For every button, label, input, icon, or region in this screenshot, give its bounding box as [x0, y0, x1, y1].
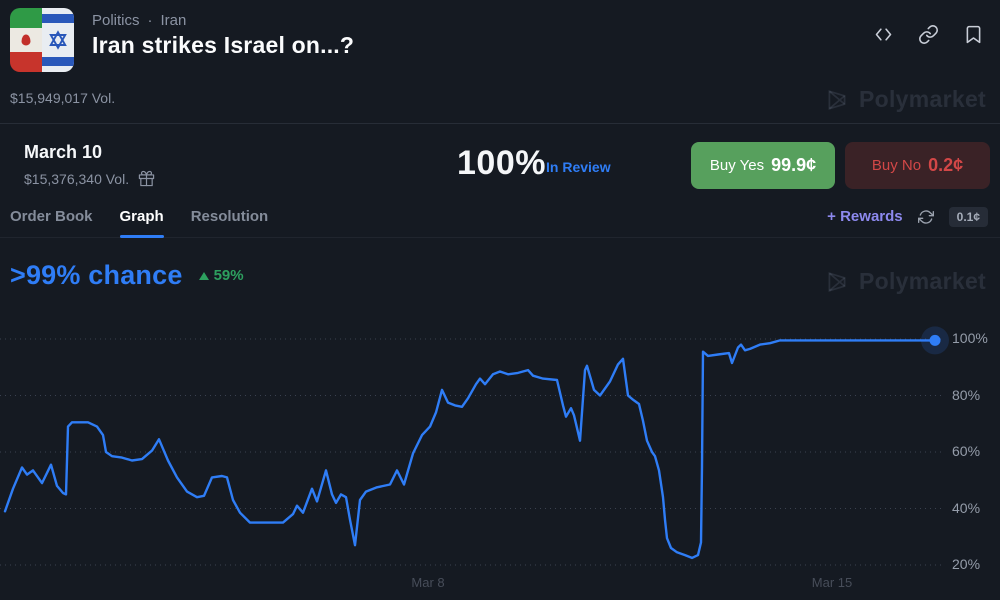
chart-plot-area[interactable]: [0, 320, 945, 575]
embed-code-button[interactable]: [873, 24, 894, 45]
iran-emblem-icon: [21, 34, 31, 46]
up-triangle-icon: [198, 271, 209, 280]
israel-flag: [42, 8, 74, 72]
y-axis-label: 100%: [952, 330, 988, 346]
tab-order-book[interactable]: Order Book: [10, 196, 93, 237]
polymarket-watermark: Polymarket: [824, 86, 986, 113]
status-badge: In Review: [546, 159, 611, 175]
y-axis-label: 80%: [952, 386, 981, 403]
buy-no-button[interactable]: Buy No 0.2¢: [845, 142, 990, 189]
polymarket-logo-icon: [828, 271, 846, 292]
x-axis-label: Mar 15: [811, 575, 853, 590]
header-divider: [0, 123, 1000, 124]
market-thumbnail: [10, 8, 74, 72]
buy-yes-button[interactable]: Buy Yes 99.9¢: [691, 142, 835, 189]
y-axis-label: 40%: [952, 499, 981, 516]
bookmark-icon: [966, 25, 981, 44]
outcome-label: March 10: [24, 142, 103, 162]
breadcrumb-subcategory[interactable]: Iran: [160, 12, 187, 29]
gift-icon[interactable]: [138, 170, 155, 187]
outcome-volume: $15,376,340 Vol.: [24, 170, 155, 187]
tab-graph[interactable]: Graph: [119, 196, 164, 238]
breadcrumb-separator: ·: [147, 12, 153, 29]
link-icon: [919, 25, 938, 44]
x-axis-label: Mar 8: [411, 575, 445, 590]
breadcrumb: Politics · Iran: [92, 12, 186, 29]
chance-value: >99% chance: [10, 260, 183, 290]
chance-delta: 59%: [198, 267, 244, 284]
refresh-button[interactable]: [917, 209, 934, 225]
polymarket-watermark-chart: Polymarket: [824, 268, 986, 295]
copy-link-button[interactable]: [918, 24, 939, 45]
refresh-icon: [917, 209, 934, 224]
rewards-link[interactable]: + Rewards: [827, 208, 903, 225]
y-axis-label: 20%: [952, 556, 981, 572]
total-volume: $15,949,017 Vol.: [10, 90, 116, 106]
iran-flag: [10, 8, 42, 72]
y-axis-label: 60%: [952, 443, 981, 459]
star-of-david-icon: [49, 30, 67, 50]
spread-badge: 0.1¢: [948, 206, 988, 227]
code-icon: [875, 28, 892, 41]
tab-resolution[interactable]: Resolution: [191, 196, 269, 237]
breadcrumb-category[interactable]: Politics: [92, 12, 140, 29]
bookmark-button[interactable]: [963, 24, 984, 45]
buy-no-price: 0.2¢: [928, 155, 964, 175]
polymarket-logo-icon: [828, 89, 846, 110]
buy-yes-price: 99.9¢: [771, 155, 817, 175]
page-title: Iran strikes Israel on...?: [92, 32, 355, 58]
probability-value: 100%: [457, 144, 546, 182]
tabs-bar: Order Book Graph Resolution + Rewards 0.…: [0, 196, 1000, 238]
